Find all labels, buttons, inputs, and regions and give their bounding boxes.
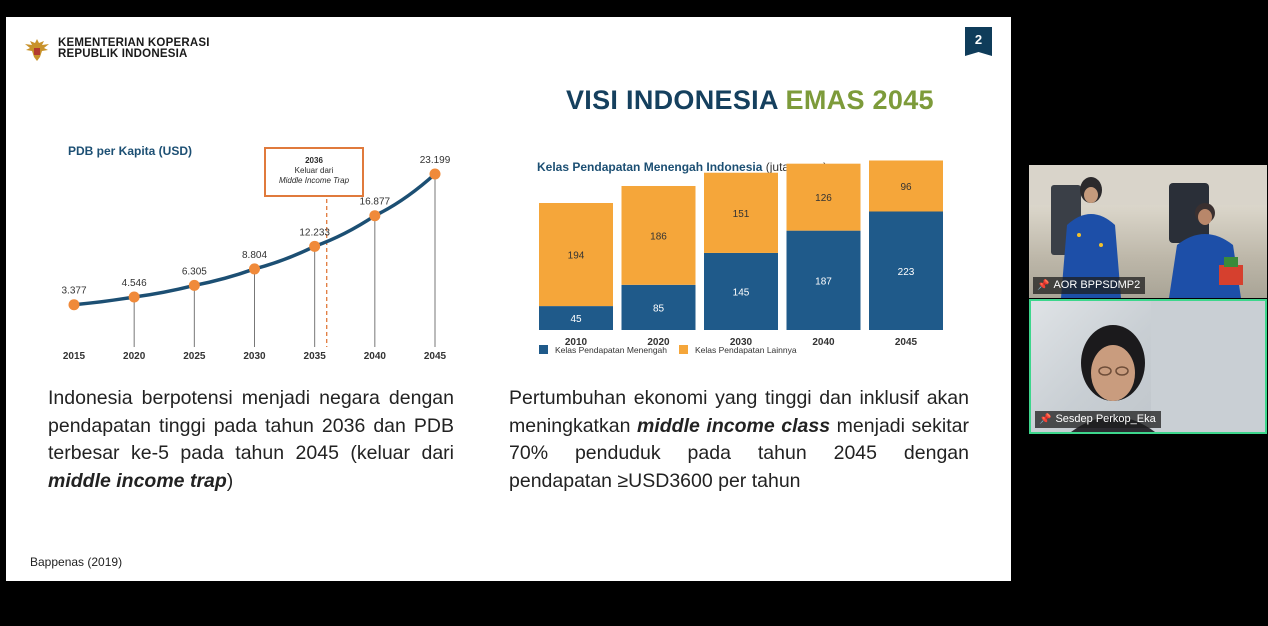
bar-x-tick-label: 2045 bbox=[895, 337, 918, 348]
bar-segment-other-income bbox=[621, 185, 696, 285]
right-paragraph-emphasis: middle income class bbox=[637, 414, 831, 437]
gdp-data-point bbox=[68, 299, 80, 311]
callout-italic-text: Middle Income Trap bbox=[278, 176, 350, 185]
legend-swatch bbox=[679, 345, 688, 354]
headline-part-2: EMAS 2045 bbox=[785, 85, 934, 115]
bar-x-tick-label: 2020 bbox=[647, 337, 670, 348]
participant-video-tile-2[interactable]: 📌 Sesdep Perkop_Eka bbox=[1029, 299, 1267, 434]
right-paragraph-end: menjadi sekitar 70% penduduk pada tahun … bbox=[509, 414, 969, 492]
bar-data-label: 45 bbox=[570, 314, 582, 325]
callout-year: 2036 bbox=[305, 156, 323, 165]
gdp-data-label: 12.233 bbox=[299, 227, 330, 238]
garuda-emblem-icon bbox=[25, 39, 49, 61]
gdp-line-chart: 3.377 2015 4.546 2020 6.305 2025 8.804 2030 12.2… bbox=[61, 155, 451, 362]
gdp-data-point bbox=[309, 240, 321, 252]
bar-segment-middle-income bbox=[786, 230, 861, 330]
gdp-x-tick-label: 2035 bbox=[304, 351, 327, 362]
gdp-data-label: 23.199 bbox=[420, 155, 451, 166]
gdp-x-tick-label: 2020 bbox=[123, 351, 146, 362]
headline-part-1: VISI INDONESIA bbox=[566, 85, 786, 115]
participant-video-feed-2 bbox=[1071, 301, 1265, 432]
left-paragraph: Indonesia berpotensi menjadi negara deng… bbox=[48, 385, 454, 495]
gdp-callout-box: 2036 Keluar dari Middle Income Trap bbox=[264, 147, 364, 197]
ministry-line-2: REPUBLIK INDONESIA bbox=[58, 48, 188, 60]
page-number-badge: 2 bbox=[965, 27, 992, 56]
pin-icon: 📌 bbox=[1037, 280, 1050, 291]
gdp-data-point bbox=[188, 279, 200, 291]
gdp-x-tick-label: 2015 bbox=[63, 351, 86, 362]
bar-segment-middle-income bbox=[539, 306, 613, 330]
gdp-data-point bbox=[369, 210, 381, 222]
right-paragraph-text: Pertumbuhan ekonomi yang tinggi dan inkl… bbox=[509, 387, 969, 437]
bar-data-label: 151 bbox=[733, 209, 750, 220]
middle-class-chart-title-text: Kelas Pendapatan Menengah Indonesia bbox=[537, 160, 763, 174]
middle-class-bar-chart: 45 194 2010 85 186 2020 145 151 2030 187 126 2040 22… bbox=[539, 160, 943, 355]
gdp-data-point bbox=[429, 168, 441, 180]
bar-data-label: 96 bbox=[900, 182, 912, 193]
gdp-x-tick-label: 2030 bbox=[243, 351, 266, 362]
bar-data-label: 194 bbox=[568, 251, 585, 262]
legend-label: Kelas Pendapatan Menengah bbox=[555, 345, 667, 355]
gdp-x-tick-label: 2040 bbox=[364, 351, 387, 362]
participant-name-2: Sesdep Perkop_Eka bbox=[1055, 413, 1156, 425]
bar-segment-middle-income bbox=[704, 252, 778, 330]
callout-text: Keluar dari bbox=[294, 166, 334, 175]
bar-segment-middle-income bbox=[869, 211, 943, 330]
participant-video-tile-1[interactable]: 📌 AOR BPPSDMP2 bbox=[1029, 165, 1267, 298]
bar-data-label: 223 bbox=[898, 267, 915, 278]
pin-icon: 📌 bbox=[1039, 414, 1052, 425]
gdp-chart-title: PDB per Kapita (USD) bbox=[68, 144, 193, 158]
ministry-name: KEMENTERIAN KOPERASI REPUBLIK INDONESIA bbox=[58, 37, 210, 60]
gdp-data-label: 4.546 bbox=[122, 278, 147, 289]
bar-data-label: 186 bbox=[650, 231, 667, 242]
bar-x-tick-label: 2040 bbox=[812, 337, 835, 348]
bar-data-label: 126 bbox=[815, 193, 832, 204]
ministry-line-1: KEMENTERIAN KOPERASI bbox=[58, 37, 210, 49]
presentation-slide: KEMENTERIAN KOPERASI REPUBLIK INDONESIA … bbox=[6, 17, 1011, 581]
bar-segment-other-income bbox=[786, 163, 861, 231]
right-paragraph: Pertumbuhan ekonomi yang tinggi dan inkl… bbox=[509, 385, 969, 495]
bar-data-label: 187 bbox=[815, 276, 832, 287]
bar-data-label: 85 bbox=[653, 303, 665, 314]
slide-headline: VISI INDONESIA EMAS 2045 bbox=[566, 85, 934, 116]
gdp-data-label: 6.305 bbox=[182, 266, 207, 277]
gdp-data-label: 8.804 bbox=[242, 250, 267, 261]
legend-swatch bbox=[539, 345, 548, 354]
gdp-data-label: 16.877 bbox=[360, 197, 391, 208]
participant-name-tag-2: 📌 Sesdep Perkop_Eka bbox=[1035, 411, 1161, 428]
gdp-data-label: 3.377 bbox=[61, 286, 86, 297]
bar-data-label: 145 bbox=[733, 287, 750, 298]
gdp-x-tick-label: 2045 bbox=[424, 351, 447, 362]
bar-segment-middle-income bbox=[621, 284, 696, 330]
left-paragraph-end: ) bbox=[226, 469, 234, 492]
participant-video-feed-1 bbox=[1029, 165, 1267, 298]
legend-label: Kelas Pendapatan Lainnya bbox=[695, 345, 797, 355]
bar-segment-other-income bbox=[704, 172, 778, 253]
bar-x-tick-label: 2030 bbox=[730, 337, 753, 348]
bar-segment-other-income bbox=[539, 203, 613, 307]
participant-name-tag-1: 📌 AOR BPPSDMP2 bbox=[1033, 277, 1146, 294]
bar-segment-other-income bbox=[869, 160, 943, 212]
gdp-x-tick-label: 2025 bbox=[183, 351, 206, 362]
gdp-data-point bbox=[128, 291, 140, 303]
participant-name-1: AOR BPPSDMP2 bbox=[1053, 279, 1141, 291]
bar-x-tick-label: 2010 bbox=[565, 337, 588, 348]
left-paragraph-text: Indonesia berpotensi menjadi negara deng… bbox=[48, 387, 454, 464]
source-citation: Bappenas (2019) bbox=[30, 555, 123, 569]
left-paragraph-emphasis: middle income trap bbox=[48, 469, 227, 492]
gdp-data-point bbox=[249, 263, 260, 275]
